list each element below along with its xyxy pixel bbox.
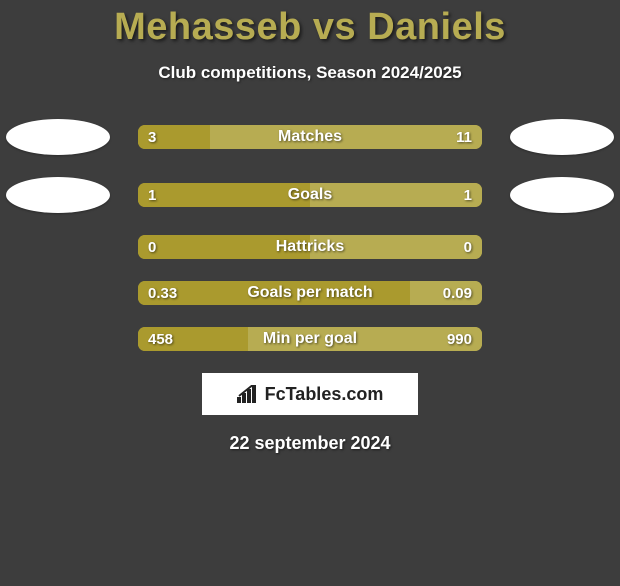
subtitle: Club competitions, Season 2024/2025	[0, 63, 620, 83]
stat-row: 458990Min per goal	[0, 327, 620, 351]
player1-name: Mehasseb	[114, 6, 302, 48]
stat-value-left: 0.33	[148, 281, 177, 305]
stat-bar: 458990Min per goal	[138, 327, 482, 351]
stat-bar: 311Matches	[138, 125, 482, 149]
stat-value-right: 0.09	[443, 281, 472, 305]
stat-rows: 311Matches11Goals00Hattricks0.330.09Goal…	[0, 119, 620, 351]
stat-value-left: 3	[148, 125, 156, 149]
badge-text: FcTables.com	[265, 384, 384, 405]
stat-value-right: 0	[464, 235, 472, 259]
player1-oval	[6, 119, 110, 155]
stat-row: 00Hattricks	[0, 235, 620, 259]
player2-oval	[510, 177, 614, 213]
bar-segment-left	[138, 235, 310, 259]
stat-row: 11Goals	[0, 177, 620, 213]
bar-segment-left	[138, 281, 410, 305]
stat-value-left: 0	[148, 235, 156, 259]
bar-segment-left	[138, 183, 310, 207]
bar-segment-right	[210, 125, 482, 149]
player2-name: Daniels	[367, 6, 506, 48]
stat-value-right: 1	[464, 183, 472, 207]
stat-row: 311Matches	[0, 119, 620, 155]
stat-bar: 0.330.09Goals per match	[138, 281, 482, 305]
stat-value-left: 1	[148, 183, 156, 207]
vs-text: vs	[313, 6, 356, 48]
stat-bar: 00Hattricks	[138, 235, 482, 259]
stat-row: 0.330.09Goals per match	[0, 281, 620, 305]
player2-oval	[510, 119, 614, 155]
bar-segment-right	[310, 235, 482, 259]
page-title: Mehasseb vs Daniels	[0, 6, 620, 49]
chart-icon	[237, 385, 259, 403]
stat-bar: 11Goals	[138, 183, 482, 207]
date-text: 22 september 2024	[0, 433, 620, 454]
stat-value-left: 458	[148, 327, 173, 351]
stat-value-right: 990	[447, 327, 472, 351]
stat-value-right: 11	[456, 125, 472, 149]
player1-oval	[6, 177, 110, 213]
bar-segment-right	[310, 183, 482, 207]
site-badge[interactable]: FcTables.com	[202, 373, 418, 415]
